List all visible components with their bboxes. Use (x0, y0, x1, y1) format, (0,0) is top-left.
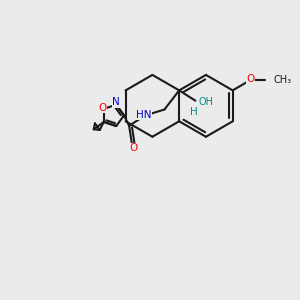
Text: O: O (246, 74, 254, 85)
Text: HN: HN (136, 110, 152, 120)
Text: O: O (98, 103, 106, 113)
Text: N: N (112, 98, 120, 107)
Text: OH: OH (199, 97, 214, 107)
Text: O: O (129, 143, 138, 153)
Text: H: H (190, 107, 198, 117)
Text: CH₃: CH₃ (274, 75, 292, 85)
